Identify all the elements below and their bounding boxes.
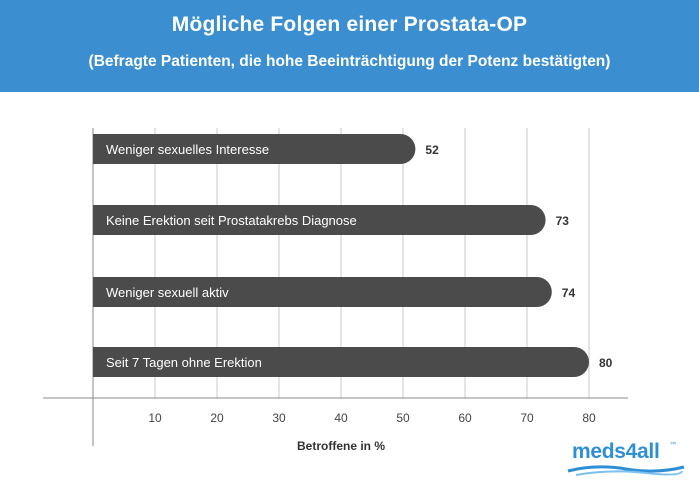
x-tick-label: 70 bbox=[520, 411, 534, 425]
bar-category-label: Keine Erektion seit Prostatakrebs Diagno… bbox=[106, 213, 357, 228]
logo-text: meds4all bbox=[572, 440, 660, 463]
bar-category-label: Seit 7 Tagen ohne Erektion bbox=[106, 355, 262, 370]
x-tick-label: 60 bbox=[458, 411, 472, 425]
logo-trademark: ™ bbox=[670, 442, 676, 448]
x-tick-label: 50 bbox=[396, 411, 410, 425]
bar bbox=[93, 277, 552, 307]
meds4all-logo: meds4all ™ bbox=[566, 440, 686, 480]
chart-title: Mögliche Folgen einer Prostata-OP bbox=[171, 13, 528, 36]
bar-value-label: 80 bbox=[599, 356, 613, 370]
x-tick-label: 20 bbox=[210, 411, 224, 425]
logo-swoosh-icon bbox=[567, 465, 685, 476]
bar-value-label: 52 bbox=[425, 143, 439, 157]
x-tick-label: 80 bbox=[582, 411, 596, 425]
header-banner: Mögliche Folgen einer Prostata-OP (Befra… bbox=[0, 0, 699, 92]
bar-category-label: Weniger sexuell aktiv bbox=[106, 285, 229, 300]
x-tick-label: 40 bbox=[334, 411, 348, 425]
x-tick-label: 10 bbox=[148, 411, 162, 425]
bar-category-label: Weniger sexuelles Interesse bbox=[106, 142, 269, 157]
bar-value-label: 73 bbox=[556, 214, 570, 228]
bar-value-label: 74 bbox=[562, 286, 576, 300]
bar bbox=[93, 205, 546, 235]
chart-subtitle: (Befragte Patienten, die hohe Beeinträch… bbox=[88, 53, 611, 70]
x-axis-title: Betroffene in % bbox=[297, 439, 385, 453]
x-tick-label: 30 bbox=[272, 411, 286, 425]
bar bbox=[93, 347, 589, 377]
bar bbox=[93, 134, 416, 164]
